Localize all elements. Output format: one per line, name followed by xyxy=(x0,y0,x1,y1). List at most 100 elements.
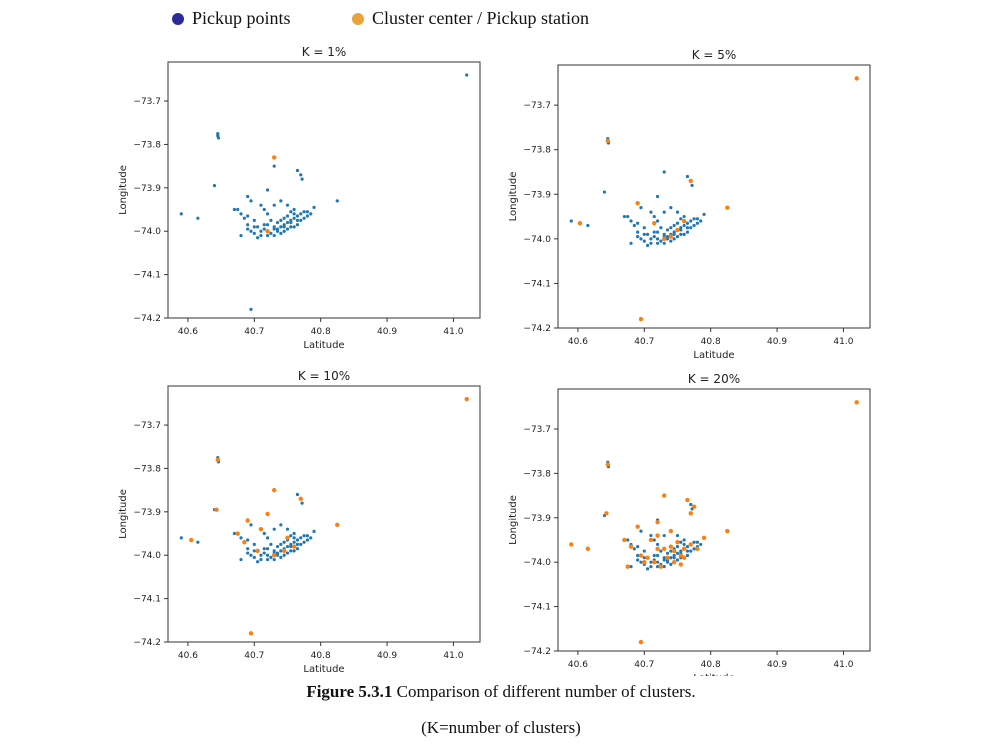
cluster-center-point xyxy=(245,518,250,523)
figure-subcaption: (K=number of clusters) xyxy=(421,718,581,737)
cluster-center-point xyxy=(214,507,219,512)
pickup-point xyxy=(636,235,640,239)
pickup-point xyxy=(259,229,263,233)
pickup-point xyxy=(249,199,253,203)
pickup-point xyxy=(662,241,666,245)
pickup-point xyxy=(305,538,310,542)
pickup-point xyxy=(279,549,283,553)
caption-text: Comparison of different number of cluste… xyxy=(392,682,696,701)
cluster-center-point xyxy=(242,540,247,545)
pickup-point xyxy=(259,557,263,562)
pickup-point xyxy=(632,223,636,228)
pickup-point xyxy=(262,551,266,555)
pickup-point xyxy=(646,232,650,236)
pickup-point xyxy=(675,558,680,562)
pickup-point xyxy=(232,531,236,536)
pickup-point xyxy=(629,219,633,223)
pickup-point xyxy=(636,230,640,234)
pickup-point xyxy=(179,536,183,540)
cluster-center-point xyxy=(662,546,667,552)
pickup-point xyxy=(312,529,316,533)
cluster-center-point xyxy=(255,548,260,554)
pickup-point xyxy=(239,212,243,216)
cluster-center-point xyxy=(281,548,287,554)
pickup-point xyxy=(690,183,694,187)
pickup-point xyxy=(256,560,260,564)
cluster-center-point xyxy=(688,542,693,547)
pickup-point xyxy=(662,232,666,236)
cluster-center-point xyxy=(652,221,657,226)
y-tick-label: −73.8 xyxy=(523,146,551,156)
cluster-center-point xyxy=(638,639,644,645)
pickup-point xyxy=(685,226,690,230)
pickup-point xyxy=(292,536,296,540)
y-tick-label: −74.2 xyxy=(523,647,551,657)
pickup-point xyxy=(695,540,700,544)
cluster-center-point xyxy=(189,537,194,543)
pickup-point xyxy=(642,549,646,553)
pickup-point xyxy=(299,218,303,222)
cluster-center-point xyxy=(668,528,674,534)
x-tick-label: 40.8 xyxy=(701,337,721,347)
cluster-center-point xyxy=(668,544,674,549)
pickup-point xyxy=(262,207,266,212)
x-tick-label: 40.9 xyxy=(377,327,397,337)
pickup-point xyxy=(259,233,263,238)
pickup-point xyxy=(179,212,183,216)
cluster-center-point xyxy=(688,178,693,184)
pickup-point xyxy=(659,239,663,243)
pickup-point xyxy=(665,235,670,239)
cluster-center-point xyxy=(265,229,270,234)
y-tick-label: −74.0 xyxy=(133,227,161,237)
pickup-point xyxy=(300,501,304,505)
y-tick-label: −73.8 xyxy=(133,464,161,474)
pickup-point xyxy=(642,239,646,243)
pickup-point xyxy=(695,217,700,221)
pickup-point xyxy=(655,219,660,223)
pickup-point xyxy=(675,221,680,225)
chart-title: K = 1% xyxy=(302,45,347,59)
pickup-point xyxy=(299,173,303,177)
pickup-point xyxy=(702,212,706,216)
pickup-point xyxy=(216,136,221,140)
pickup-point xyxy=(655,194,660,199)
pickup-point xyxy=(246,538,250,542)
pickup-point xyxy=(285,214,290,218)
pickup-point xyxy=(465,73,469,77)
y-axis-label: Longitude xyxy=(118,165,129,215)
pickup-point xyxy=(265,557,270,562)
pickup-point xyxy=(679,226,683,230)
pickup-points-marker-icon xyxy=(172,12,184,25)
pickup-point xyxy=(669,239,673,243)
pickup-point xyxy=(586,223,590,228)
cluster-center-point xyxy=(628,544,634,549)
pickup-point xyxy=(646,243,650,248)
cluster-center-point xyxy=(854,76,859,81)
pickup-point xyxy=(655,553,660,558)
cluster-center-point xyxy=(681,546,687,552)
pickup-point xyxy=(279,523,283,527)
chart-panel-3: K = 10% 40.6 40.7 40.8 40.9 41.0 −73.7 −73.8 −73… xyxy=(118,369,481,675)
pickup-point xyxy=(655,237,660,241)
pickup-point xyxy=(246,194,250,199)
pickup-point xyxy=(649,237,653,241)
pickup-point xyxy=(652,538,656,542)
pickup-point xyxy=(285,203,290,207)
pickup-point xyxy=(689,549,693,553)
pickup-point xyxy=(639,237,643,241)
pickup-point xyxy=(269,231,273,235)
pickup-point xyxy=(299,542,303,546)
cluster-center-point xyxy=(658,564,664,569)
pickup-point xyxy=(685,230,690,234)
pickup-point xyxy=(665,237,670,241)
pickup-point xyxy=(685,221,690,225)
pickup-point xyxy=(265,553,270,557)
pickup-point xyxy=(642,556,646,560)
pickup-point xyxy=(662,565,666,569)
pickup-point xyxy=(682,214,686,219)
pickup-point xyxy=(289,225,293,229)
pickup-point xyxy=(246,547,250,551)
pickup-point xyxy=(265,547,270,551)
pickup-point xyxy=(252,542,256,546)
cluster-center-point xyxy=(272,553,277,558)
